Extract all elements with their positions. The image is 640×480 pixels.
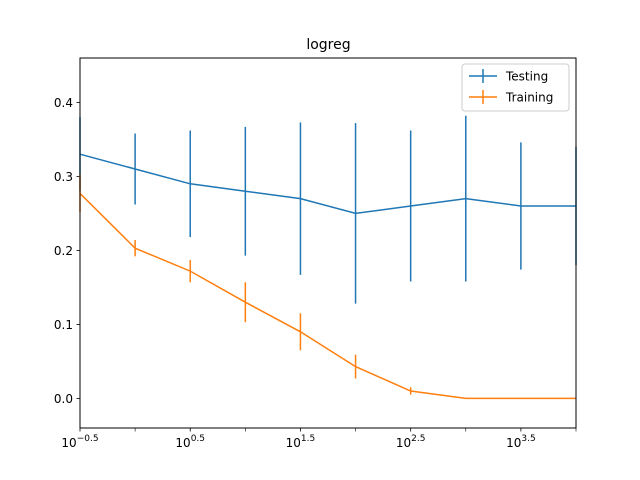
x-tick-base: 10 <box>396 436 411 450</box>
x-tick-label: 10−0.5 <box>61 434 98 450</box>
x-tick-exponent: −0.5 <box>77 434 99 444</box>
y-tick-label: 0.4 <box>54 96 73 110</box>
chart-title: logreg <box>306 37 350 53</box>
x-tick-label: 102.5 <box>396 434 426 450</box>
x-tick-base: 10 <box>506 436 521 450</box>
x-tick-exponent: 0.5 <box>191 434 205 444</box>
x-tick-label: 100.5 <box>175 434 205 450</box>
x-tick-exponent: 3.5 <box>521 434 535 444</box>
legend: Testing Training <box>461 63 570 112</box>
x-tick-base: 10 <box>175 436 190 450</box>
x-tick-exponent: 2.5 <box>411 434 425 444</box>
x-tick-base: 10 <box>286 436 301 450</box>
y-tick-label: 0.0 <box>54 392 73 406</box>
y-tick-label: 0.2 <box>54 244 73 258</box>
x-tick-label: 101.5 <box>286 434 316 450</box>
legend-testing-label: Testing <box>505 70 548 84</box>
testing-line <box>79 153 576 215</box>
axis-ticks: 0.00.10.20.30.410−0.5 100.5 101.5 102.5 103.… <box>54 96 577 450</box>
legend-training-label: Training <box>505 91 553 105</box>
training-line <box>79 192 576 400</box>
y-tick-label: 0.1 <box>54 318 73 332</box>
x-tick-exponent: 1.5 <box>301 434 315 444</box>
y-tick-label: 0.3 <box>54 170 73 184</box>
x-tick-base: 10 <box>61 436 76 450</box>
plot-frame <box>79 57 577 429</box>
x-tick-label: 103.5 <box>506 434 536 450</box>
